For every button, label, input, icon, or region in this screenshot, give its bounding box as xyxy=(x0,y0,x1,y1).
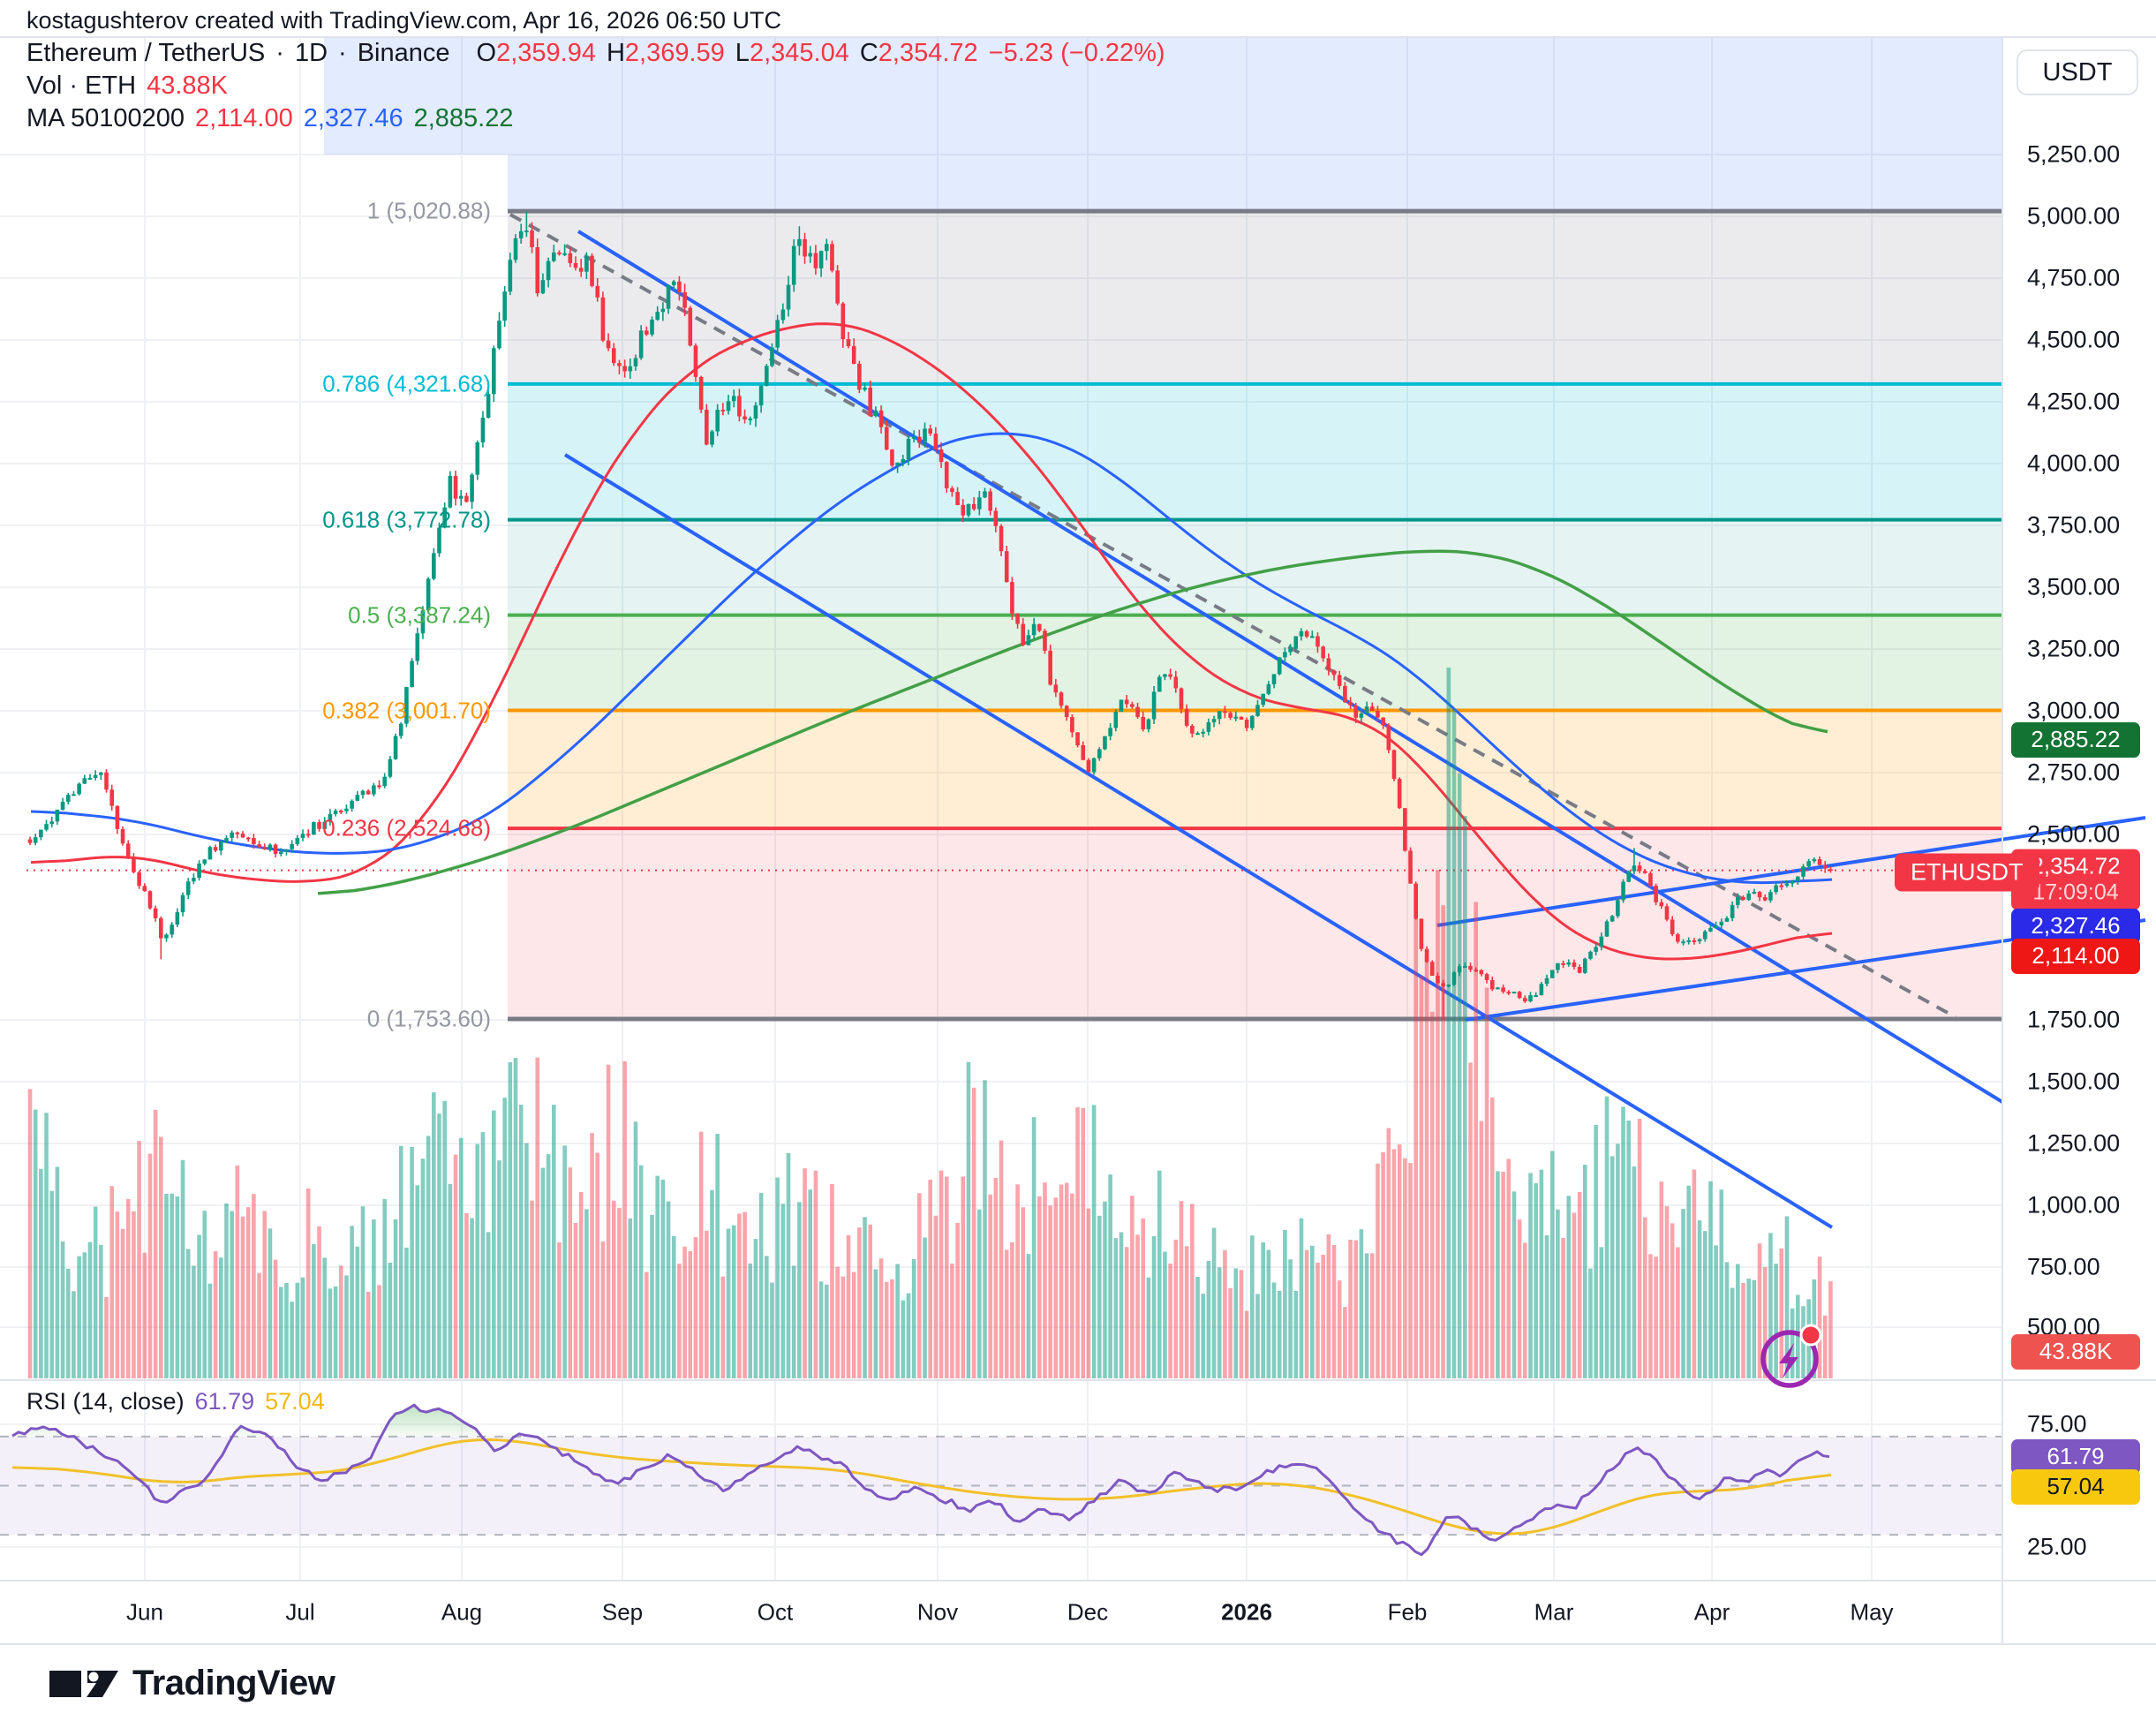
price-tick-label: 4,750.00 xyxy=(2027,264,2121,291)
ohlc-low: L2,345.04 xyxy=(735,38,849,67)
ma-label: MA 50100200 xyxy=(26,103,185,132)
rsi-ma-value: 57.04 xyxy=(265,1387,325,1415)
time-tick-label: Jun xyxy=(126,1598,163,1626)
fib-level-label: 0.5 (3,387.24) xyxy=(348,601,491,629)
symbol-legend-row[interactable]: Ethereum / TetherUS · 1D · Binance O2,35… xyxy=(26,39,1165,67)
tradingview-logo-text: TradingView xyxy=(132,1664,335,1702)
price-tick-label: 750.00 xyxy=(2027,1253,2100,1280)
price-axis-badge: 2,885.22 xyxy=(2011,722,2140,758)
ma50-value: 2,114.00 xyxy=(194,103,293,132)
price-tick-label: 4,250.00 xyxy=(2027,388,2121,415)
price-tick-label: 3,750.00 xyxy=(2027,511,2121,539)
price-axis-badge: 2,114.00 xyxy=(2011,939,2140,974)
tradingview-logo[interactable]: TradingView xyxy=(49,1664,335,1703)
time-tick-label: May xyxy=(1850,1598,1894,1626)
ohlc-high: H2,369.59 xyxy=(606,38,725,67)
time-tick-label: Sep xyxy=(601,1598,644,1626)
price-tick-label: 1,250.00 xyxy=(2027,1129,2121,1157)
rsi-tick-label: 25.00 xyxy=(2027,1533,2087,1560)
ohlc-close: C2,354.72 xyxy=(859,38,978,67)
price-tick-label: 1,750.00 xyxy=(2027,1006,2121,1033)
price-tick-label: 2,500.00 xyxy=(2027,820,2121,848)
fib-level-label: 0.618 (3,772.78) xyxy=(322,506,491,533)
fib-level-label: 0.786 (4,321.68) xyxy=(322,370,491,397)
price-tick-label: 2,750.00 xyxy=(2027,759,2121,786)
ma200-value: 2,885.22 xyxy=(413,103,514,132)
price-tick-label: 1,500.00 xyxy=(2027,1068,2121,1095)
ohlc-open: O2,359.94 xyxy=(476,38,596,67)
price-tick-label: 3,000.00 xyxy=(2027,697,2121,724)
time-tick-label: 2026 xyxy=(1221,1598,1272,1626)
time-tick-label: Dec xyxy=(1067,1598,1109,1626)
fib-level-label: 1 (5,020.88) xyxy=(366,197,491,224)
rsi-axis-badge: 57.04 xyxy=(2011,1469,2140,1505)
time-tick-label: Feb xyxy=(1387,1598,1428,1626)
symbol-interval: 1D xyxy=(294,38,328,67)
currency-toggle-button[interactable]: USDT xyxy=(2017,49,2138,95)
time-tick-label: Mar xyxy=(1534,1598,1574,1626)
ma-legend-row[interactable]: MA 50100200 2,114.00 2,327.46 2,885.22 xyxy=(26,103,514,132)
ma100-value: 2,327.46 xyxy=(303,103,403,132)
legend-separator: · xyxy=(338,38,347,67)
attribution-text: kostagushterov created with TradingView.… xyxy=(26,7,781,34)
symbol-exchange: Binance xyxy=(357,38,450,67)
ohlc-change: −5.23 (−0.22%) xyxy=(988,38,1165,67)
price-axis-badge: 2,327.46 xyxy=(2011,909,2140,944)
volume-legend-row[interactable]: Vol · ETH 43.88K xyxy=(26,71,229,100)
fib-level-label: 0.236 (2,524.68) xyxy=(322,814,491,842)
symbol-name: Ethereum / TetherUS xyxy=(26,38,266,67)
price-tick-label: 1,000.00 xyxy=(2027,1191,2121,1219)
time-tick-label: Nov xyxy=(916,1598,959,1626)
price-line-symbol-badge: ETHUSDT xyxy=(1895,853,2039,892)
price-tick-label: 4,500.00 xyxy=(2027,326,2121,353)
price-tick-label: 4,000.00 xyxy=(2027,449,2121,477)
rsi-tick-label: 75.00 xyxy=(2027,1410,2087,1438)
volume-label: Vol · ETH xyxy=(26,71,137,100)
price-tick-label: 3,250.00 xyxy=(2027,635,2121,662)
price-tick-label: 5,250.00 xyxy=(2027,140,2121,168)
rsi-legend-row[interactable]: RSI (14, close) 61.79 57.04 xyxy=(26,1388,325,1415)
volume-value: 43.88K xyxy=(147,71,229,100)
price-tick-label: 5,000.00 xyxy=(2027,202,2121,230)
rsi-label: RSI (14, close) xyxy=(26,1387,185,1415)
fib-level-label: 0.382 (3,001.70) xyxy=(322,697,491,724)
price-tick-label: 3,500.00 xyxy=(2027,573,2121,600)
price-axis-badge: 43.88K xyxy=(2011,1334,2140,1370)
time-tick-label: Apr xyxy=(1693,1598,1730,1626)
rsi-axis-badge: 61.79 xyxy=(2011,1439,2140,1475)
time-tick-label: Aug xyxy=(441,1598,483,1626)
legend-separator: · xyxy=(275,38,284,67)
fib-level-label: 0 (1,753.60) xyxy=(366,1005,491,1032)
time-tick-label: Oct xyxy=(757,1598,794,1626)
tradingview-logo-mark xyxy=(49,1670,118,1697)
flash-icon[interactable] xyxy=(1752,1319,1828,1395)
rsi-value: 61.79 xyxy=(194,1387,255,1415)
time-tick-label: Jul xyxy=(285,1598,315,1626)
